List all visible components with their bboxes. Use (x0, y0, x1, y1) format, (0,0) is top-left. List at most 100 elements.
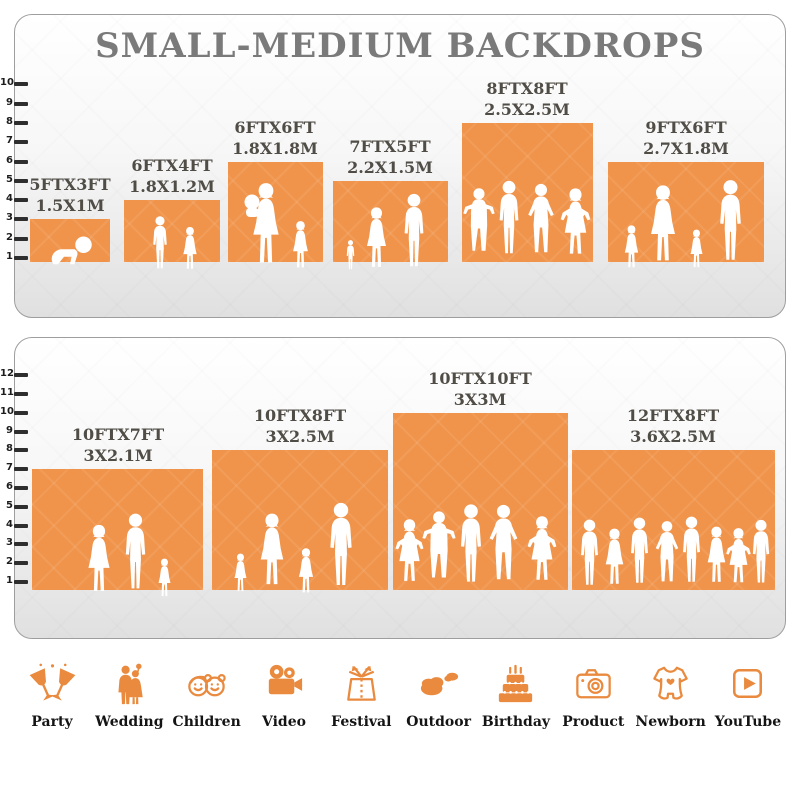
size-m-label: 2.5X2.5M (484, 99, 570, 119)
size-ft-label: 9FTX6FT (645, 118, 727, 137)
category-item-birthday: Birthday (480, 660, 552, 730)
size-ft-label: 6FTX4FT (131, 156, 213, 175)
category-label: Birthday (481, 714, 551, 730)
category-label: Video (262, 714, 306, 730)
people-silhouettes (51, 236, 92, 265)
ruler-tick-label: 1 (6, 575, 13, 586)
size-ft-label: 10FTX10FT (428, 369, 532, 388)
category-item-youtube: YouTube (712, 660, 784, 730)
size-m-label: 3X2.1M (83, 445, 153, 465)
page-title: SMALL-MEDIUM BACKDROPS (95, 26, 705, 66)
backdrop-rect-10ftx8ft (212, 450, 388, 593)
ruler-tick (14, 121, 28, 125)
ruler-tick-label: 5 (6, 174, 13, 185)
ruler-tick-label: 5 (6, 500, 13, 511)
size-ft-label: 5FTX3FT (29, 175, 111, 194)
ruler-tick-label: 1 (6, 251, 13, 262)
ruler-tick-label: 7 (6, 135, 13, 146)
category-item-wedding: Wedding (93, 660, 165, 730)
gift-box-icon (346, 665, 376, 701)
backdrop-label: 6FTX4FT 1.8X1.2M (97, 156, 247, 198)
ruler-tick-label: 7 (6, 462, 13, 473)
category-item-festival: Festival (325, 660, 397, 730)
size-ft-label: 10FTX8FT (253, 406, 347, 425)
size-ft-label: 8FTX8FT (486, 79, 568, 98)
children-faces-icon (188, 674, 226, 697)
category-label: Product (562, 714, 625, 730)
category-label: Wedding (95, 714, 164, 730)
ruler-tick (14, 140, 28, 144)
ruler-tick (14, 524, 28, 528)
ruler-tick (14, 467, 28, 471)
category-item-children: Children (171, 660, 243, 730)
video-camera-icon (269, 664, 303, 695)
size-m-label: 1.8X1.2M (129, 176, 215, 196)
size-m-label: 3X3M (453, 389, 507, 409)
size-ft-label: 7FTX5FT (349, 137, 431, 156)
people-silhouettes (581, 516, 770, 585)
size-ft-label: 10FTX7FT (71, 425, 165, 444)
play-button-icon (733, 669, 763, 698)
people-silhouettes (153, 216, 197, 269)
ruler-tick-label: 4 (6, 193, 13, 204)
ruler-tick-label: 2 (6, 556, 13, 567)
backdrop-label: 7FTX5FT 2.2X1.5M (315, 137, 465, 179)
birthday-cake-icon (499, 664, 533, 703)
ruler-tick-label: 8 (6, 116, 13, 127)
backdrop-label: 10FTX7FT 3X2.1M (18, 425, 218, 467)
backdrop-label: 10FTX8FT 3X2.5M (200, 406, 400, 448)
backdrop-rect-8ftx8ft (462, 123, 593, 262)
ruler-tick-label: 10 (0, 77, 14, 88)
people-silhouettes (244, 183, 308, 268)
ruler-tick (14, 542, 28, 546)
size-m-label: 1.8X1.8M (232, 138, 318, 158)
category-label: YouTube (714, 714, 782, 730)
ruler-tick (14, 179, 28, 183)
backdrop-rect-12ftx8ft (572, 450, 775, 590)
ruler-tick (14, 561, 28, 565)
ruler-tick (14, 198, 28, 202)
ruler-tick (14, 373, 28, 377)
ruler-tick-label: 12 (0, 368, 14, 379)
ruler-tick (14, 237, 28, 241)
ruler-tick (14, 486, 28, 490)
category-label: Festival (331, 714, 392, 730)
category-label: Children (172, 714, 241, 730)
size-m-label: 2.7X1.8M (643, 138, 729, 158)
ruler-tick-label: 8 (6, 443, 13, 454)
ruler-tick-label: 3 (6, 537, 13, 548)
category-label: Outdoor (406, 714, 471, 730)
size-m-label: 1.5X1M (35, 195, 105, 215)
ruler-tick (14, 580, 28, 584)
ruler-tick-label: 11 (0, 387, 14, 398)
people-silhouettes (395, 504, 557, 582)
camera-icon (576, 669, 611, 699)
backdrop-label: 10FTX10FT 3X3M (380, 369, 580, 411)
people-silhouettes (463, 180, 591, 254)
backdrop-rect-7ftx5ft (333, 181, 448, 270)
wedding-couple-icon (118, 663, 143, 705)
backdrop-rect-6ftx4ft (124, 200, 220, 269)
backdrop-label: 5FTX3FT 1.5X1M (0, 175, 145, 217)
category-label: Party (31, 714, 73, 730)
size-ft-label: 12FTX8FT (626, 406, 720, 425)
size-m-label: 3X2.5M (265, 426, 335, 446)
category-item-newborn: Newborn (635, 660, 707, 730)
backdrop-rect-5ftx3ft (30, 219, 110, 265)
ruler-tick-label: 3 (6, 212, 13, 223)
ruler-tick-label: 10 (0, 406, 14, 417)
ruler-tick (14, 392, 28, 396)
backdrop-label: 12FTX8FT 3.6X2.5M (573, 406, 773, 448)
backdrop-label: 8FTX8FT 2.5X2.5M (452, 79, 602, 121)
people-silhouettes (88, 513, 171, 597)
backdrop-rect-9ftx6ft (608, 162, 764, 268)
backdrop-rect-10ftx10ft (393, 413, 568, 590)
clouds-icon (421, 672, 459, 696)
category-label: Newborn (635, 714, 706, 730)
category-item-party: Party (16, 660, 88, 730)
category-item-video: Video (248, 660, 320, 730)
people-silhouettes (234, 502, 352, 593)
ruler-tick (14, 256, 28, 260)
ruler-tick (14, 430, 28, 434)
